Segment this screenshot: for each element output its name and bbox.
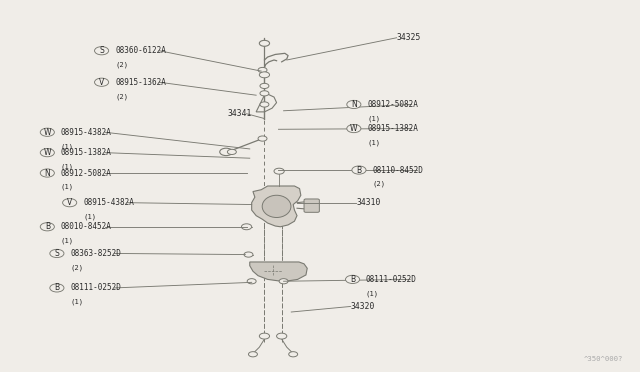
Circle shape: [227, 149, 236, 154]
Circle shape: [289, 352, 298, 357]
Circle shape: [259, 72, 269, 78]
Text: 08915-1382A: 08915-1382A: [367, 124, 418, 133]
Circle shape: [40, 128, 54, 137]
Circle shape: [258, 136, 267, 141]
Circle shape: [276, 333, 287, 339]
Circle shape: [95, 78, 109, 86]
Text: (1): (1): [367, 140, 380, 146]
Circle shape: [95, 46, 109, 55]
Text: 08912-5082A: 08912-5082A: [367, 100, 418, 109]
Circle shape: [50, 284, 64, 292]
Text: W: W: [44, 128, 51, 137]
Text: (2): (2): [372, 181, 385, 187]
Text: W: W: [44, 148, 51, 157]
Text: (1): (1): [83, 214, 96, 220]
Text: 08915-4382A: 08915-4382A: [61, 128, 111, 137]
Circle shape: [346, 275, 360, 283]
Circle shape: [248, 352, 257, 357]
Circle shape: [63, 199, 77, 207]
Circle shape: [352, 166, 366, 174]
Text: 08110-8452D: 08110-8452D: [372, 166, 423, 174]
Text: 08912-5082A: 08912-5082A: [61, 169, 111, 177]
Circle shape: [274, 168, 284, 174]
Circle shape: [50, 249, 64, 257]
Circle shape: [347, 100, 361, 109]
Text: 08915-4382A: 08915-4382A: [83, 198, 134, 207]
Circle shape: [220, 148, 232, 155]
Circle shape: [259, 333, 269, 339]
Circle shape: [244, 252, 253, 257]
Text: 34325: 34325: [397, 33, 421, 42]
Text: 08111-0252D: 08111-0252D: [366, 275, 417, 284]
Text: 08915-1382A: 08915-1382A: [61, 148, 111, 157]
Circle shape: [279, 279, 288, 284]
Text: 34320: 34320: [351, 302, 375, 311]
Text: 08010-8452A: 08010-8452A: [61, 222, 111, 231]
Text: (1): (1): [61, 143, 74, 150]
Polygon shape: [250, 262, 307, 281]
Circle shape: [241, 224, 252, 230]
Text: ^350^000?: ^350^000?: [584, 356, 623, 362]
Text: W: W: [350, 124, 358, 133]
Circle shape: [347, 125, 361, 133]
Text: (1): (1): [70, 299, 83, 305]
Text: (1): (1): [61, 184, 74, 190]
Circle shape: [260, 102, 269, 107]
Text: S: S: [99, 46, 104, 55]
Text: (2): (2): [115, 93, 128, 100]
Text: 34310: 34310: [356, 198, 381, 207]
Text: N: N: [351, 100, 356, 109]
Circle shape: [247, 279, 256, 284]
Circle shape: [260, 91, 269, 96]
Circle shape: [40, 148, 54, 157]
Text: 34341: 34341: [227, 109, 252, 118]
Ellipse shape: [262, 195, 291, 218]
Text: B: B: [350, 275, 355, 284]
Text: S: S: [54, 249, 60, 258]
Text: 08363-8252D: 08363-8252D: [70, 249, 121, 258]
Text: N: N: [44, 169, 50, 177]
Circle shape: [258, 67, 267, 73]
Text: V: V: [99, 78, 104, 87]
Text: (2): (2): [115, 61, 128, 68]
Text: (2): (2): [70, 264, 83, 271]
Text: B: B: [356, 166, 362, 174]
Text: B: B: [45, 222, 50, 231]
Circle shape: [40, 169, 54, 177]
Text: (1): (1): [367, 115, 380, 122]
Circle shape: [259, 40, 269, 46]
Text: B: B: [54, 283, 60, 292]
Polygon shape: [252, 186, 301, 227]
FancyBboxPatch shape: [304, 199, 319, 212]
Circle shape: [40, 223, 54, 231]
Text: 08915-1362A: 08915-1362A: [115, 78, 166, 87]
Circle shape: [260, 83, 269, 89]
Text: 08360-6122A: 08360-6122A: [115, 46, 166, 55]
Text: (1): (1): [61, 238, 74, 244]
Text: V: V: [67, 198, 72, 207]
Text: (1): (1): [366, 290, 379, 297]
Text: 08111-0252D: 08111-0252D: [70, 283, 121, 292]
Text: (1): (1): [61, 163, 74, 170]
